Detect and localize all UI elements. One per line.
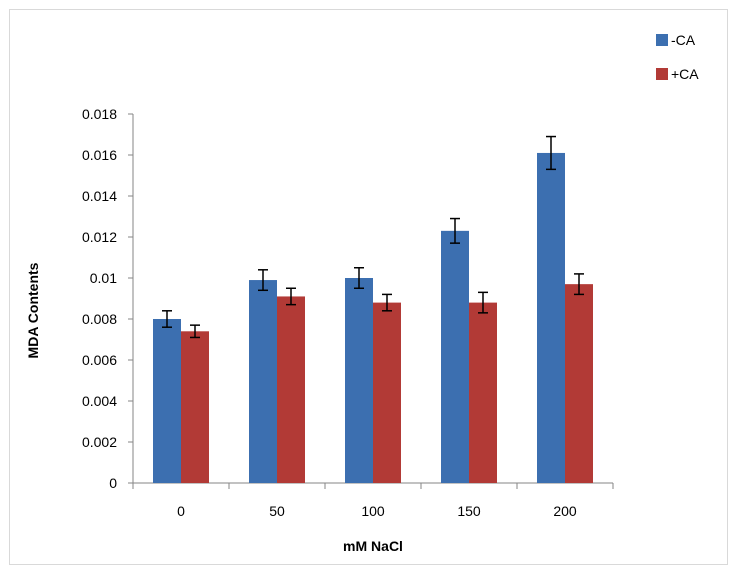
- y-tick-label: 0: [109, 475, 117, 491]
- y-tick-label: 0.006: [82, 352, 117, 368]
- x-axis-title: mM NaCl: [343, 538, 403, 554]
- bar-plus-ca: [181, 331, 209, 483]
- x-tick-label: 0: [177, 503, 185, 519]
- y-tick-label: 0.014: [82, 188, 117, 204]
- y-tick-label: 0.01: [90, 270, 117, 286]
- y-tick-label: 0.016: [82, 147, 117, 163]
- y-axis-title: MDA Contents: [25, 262, 41, 358]
- bar-plus-ca: [565, 284, 593, 483]
- bar-minus-ca: [249, 280, 277, 483]
- legend: -CA +CA: [656, 32, 699, 82]
- bar-plus-ca: [469, 302, 497, 483]
- y-tick-label: 0.004: [82, 393, 117, 409]
- bar-minus-ca: [441, 230, 469, 483]
- y-tick-label: 0.018: [82, 106, 117, 122]
- legend-swatch: [656, 68, 668, 80]
- bar-minus-ca: [345, 278, 373, 483]
- x-tick-label: 200: [553, 503, 577, 519]
- x-axis: 0 50 100 150 200: [132, 482, 614, 519]
- legend-label: -CA: [671, 32, 696, 48]
- bar-minus-ca: [153, 319, 181, 483]
- legend-label: +CA: [671, 66, 699, 82]
- bar-minus-ca: [537, 152, 565, 483]
- bars: [153, 152, 593, 483]
- y-tick-label: 0.002: [82, 434, 117, 450]
- bar-plus-ca: [373, 302, 401, 483]
- bar-plus-ca: [277, 296, 305, 483]
- y-tick-label: 0.008: [82, 311, 117, 327]
- x-tick-label: 100: [361, 503, 385, 519]
- x-tick-label: 50: [269, 503, 285, 519]
- legend-swatch: [656, 34, 668, 46]
- x-tick-label: 150: [457, 503, 481, 519]
- error-bars: [162, 135, 584, 339]
- y-tick-label: 0.012: [82, 229, 117, 245]
- y-axis: 0 0.002 0.004 0.006 0.008 0.01 0.012 0.014 0.016…: [82, 106, 134, 491]
